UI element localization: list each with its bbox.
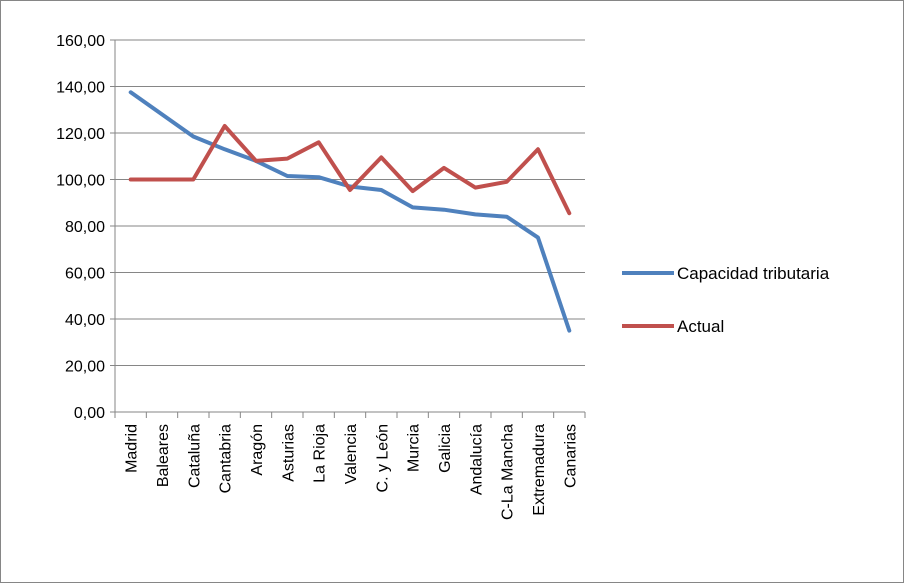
- series-lines: [128, 90, 572, 333]
- legend: Capacidad tributaria Actual: [622, 264, 830, 336]
- y-tick-label: 0,00: [74, 405, 105, 422]
- x-tick-label: C-La Mancha: [500, 424, 517, 520]
- y-tick-label: 80,00: [65, 219, 105, 236]
- axes: 0,00 20,00 40,00 60,00 80,00 100,00 120,00 140,…: [56, 33, 586, 520]
- y-tick-label: 100,00: [56, 173, 105, 190]
- x-tick-label: Cataluña: [186, 424, 203, 488]
- x-tick-label: Extremadura: [531, 424, 548, 516]
- y-tick-label: 20,00: [65, 359, 105, 376]
- legend-label: Actual: [677, 317, 724, 336]
- y-tick-label: 160,00: [56, 33, 105, 50]
- x-tick-label: C. y León: [374, 424, 391, 492]
- x-tick-label: La Rioja: [312, 424, 329, 483]
- x-tick-label: Asturias: [280, 424, 297, 482]
- series-line-1: [128, 90, 572, 333]
- y-tick-label: 120,00: [56, 126, 105, 143]
- y-tick-label: 40,00: [65, 312, 105, 329]
- x-tick-label: Baleares: [155, 424, 172, 487]
- x-tick-label: Madrid: [124, 424, 141, 473]
- x-tick-label: Cantabria: [218, 424, 235, 493]
- x-tick-label: Canarias: [562, 424, 579, 488]
- x-tick-label: Aragón: [249, 424, 266, 476]
- x-tick-label: Andalucía: [468, 424, 485, 495]
- series-line-2: [128, 124, 572, 216]
- x-tick-label: Murcia: [406, 424, 423, 472]
- legend-label: Capacidad tributaria: [677, 264, 830, 283]
- x-tick-label: Galicia: [437, 424, 454, 473]
- gridlines: [115, 39, 585, 366]
- y-tick-label: 60,00: [65, 266, 105, 283]
- x-tick-label: Valencia: [343, 424, 360, 484]
- y-tick-label: 140,00: [56, 80, 105, 97]
